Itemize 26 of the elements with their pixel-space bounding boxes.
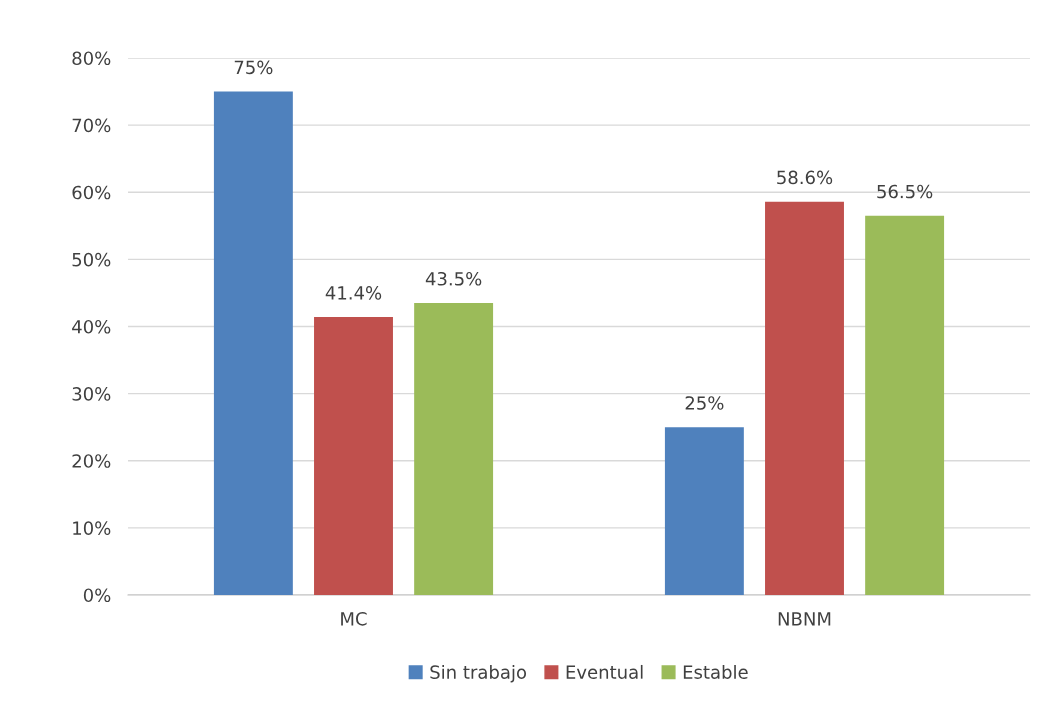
bar [765,201,844,595]
y-tick-label: 10% [73,521,111,535]
data-label: 25% [685,396,724,410]
y-tick-label: 60% [72,185,111,200]
legend-label: Eventual [566,664,643,679]
x-tick-label: MC [341,611,367,626]
data-label: 56.5% [877,184,933,199]
y-tick-label: 30% [72,387,111,401]
data-label: 75% [234,60,273,75]
legend-label: Sin trabajo [430,664,527,683]
data-label: 58.6% [777,170,833,185]
bar [213,91,293,595]
x-tick-label: NBNM [778,612,831,626]
y-tick-label: 20% [72,454,111,468]
y-tick-label: 40% [72,319,111,334]
data-label: 43.5% [425,271,482,286]
y-tick-label: 80% [72,51,111,66]
data-label: 41.4% [325,286,382,300]
bar [664,427,744,595]
bar [314,317,393,595]
y-tick-label: 50% [72,252,111,267]
legend-label: Estable [683,664,748,679]
y-tick-label: 70% [72,118,111,133]
bar [414,303,494,595]
y-tick-label: 0% [83,588,111,603]
bar [865,215,945,595]
